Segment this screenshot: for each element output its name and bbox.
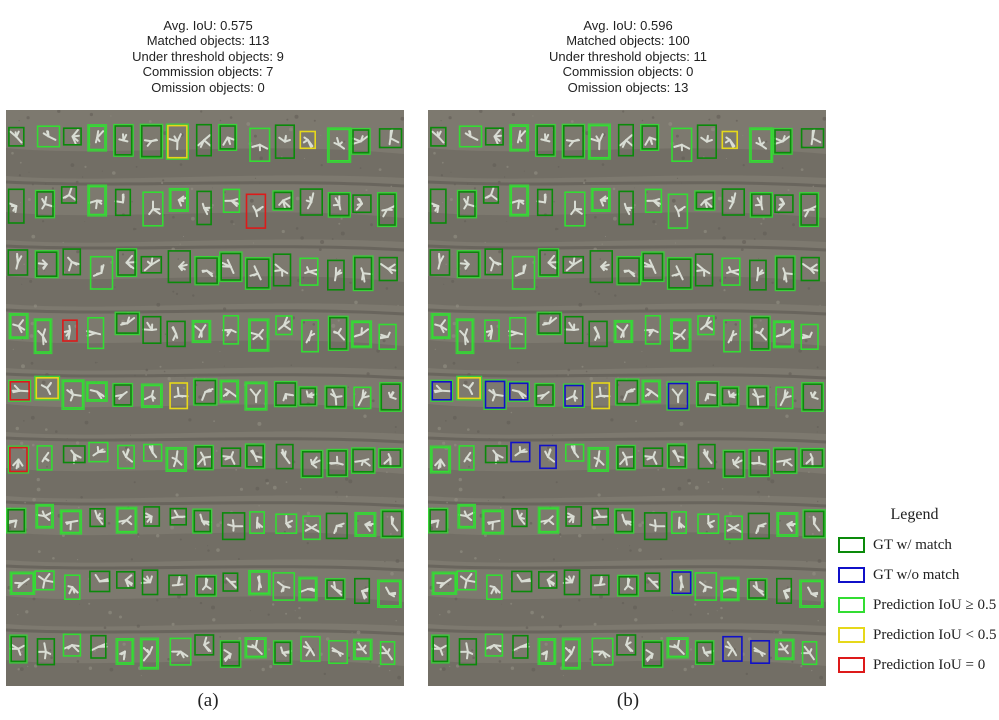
caption-b: (b) [616, 690, 640, 711]
legend-item-pred-high: Prediction IoU ≥ 0.5 [832, 594, 997, 616]
legend-item-gt-no-match: GT w/o match [832, 564, 997, 586]
stats-a: Avg. IoU: 0.575 Matched objects: 113 Und… [8, 18, 408, 95]
detection-overlay-b [428, 110, 826, 686]
detection-overlay-a [6, 110, 404, 686]
stats-b: Avg. IoU: 0.596 Matched objects: 100 Und… [428, 18, 828, 95]
legend-item-pred-low: Prediction IoU < 0.5 [832, 624, 997, 646]
legend-item-gt-match: GT w/ match [832, 534, 997, 556]
stat-avg-iou: Avg. IoU: 0.596 [583, 18, 673, 33]
legend-label: GT w/o match [873, 566, 960, 583]
caption-a: (a) [197, 690, 219, 711]
legend-title: Legend [890, 506, 939, 523]
legend-swatch [838, 657, 865, 673]
stat-commission: Commission objects: 0 [562, 64, 694, 80]
legend-item-pred-zero: Prediction IoU = 0 [832, 654, 997, 676]
legend-swatch [838, 627, 865, 643]
stat-commission: Commission objects: 7 [142, 64, 274, 80]
legend-label: Prediction IoU = 0 [873, 656, 986, 673]
stat-omission: Omission objects: 0 [151, 79, 265, 95]
legend-swatch [838, 597, 865, 613]
stat-matched: Matched objects: 100 [566, 33, 690, 49]
stat-omission: Omission objects: 13 [567, 79, 689, 95]
stat-under-threshold: Under threshold objects: 11 [548, 48, 708, 64]
aerial-image-b [428, 110, 826, 686]
legend-swatch [838, 537, 865, 553]
legend-label: Prediction IoU ≥ 0.5 [873, 596, 997, 613]
legend-swatch [838, 567, 865, 583]
legend-label: GT w/ match [873, 536, 952, 553]
aerial-image-a [6, 110, 404, 686]
stat-under-threshold: Under threshold objects: 9 [132, 48, 284, 64]
stat-avg-iou: Avg. IoU: 0.575 [163, 18, 253, 33]
legend: Legend GT w/ match GT w/o match Predicti… [832, 506, 997, 684]
stat-matched: Matched objects: 113 [146, 33, 270, 49]
legend-label: Prediction IoU < 0.5 [873, 626, 997, 643]
